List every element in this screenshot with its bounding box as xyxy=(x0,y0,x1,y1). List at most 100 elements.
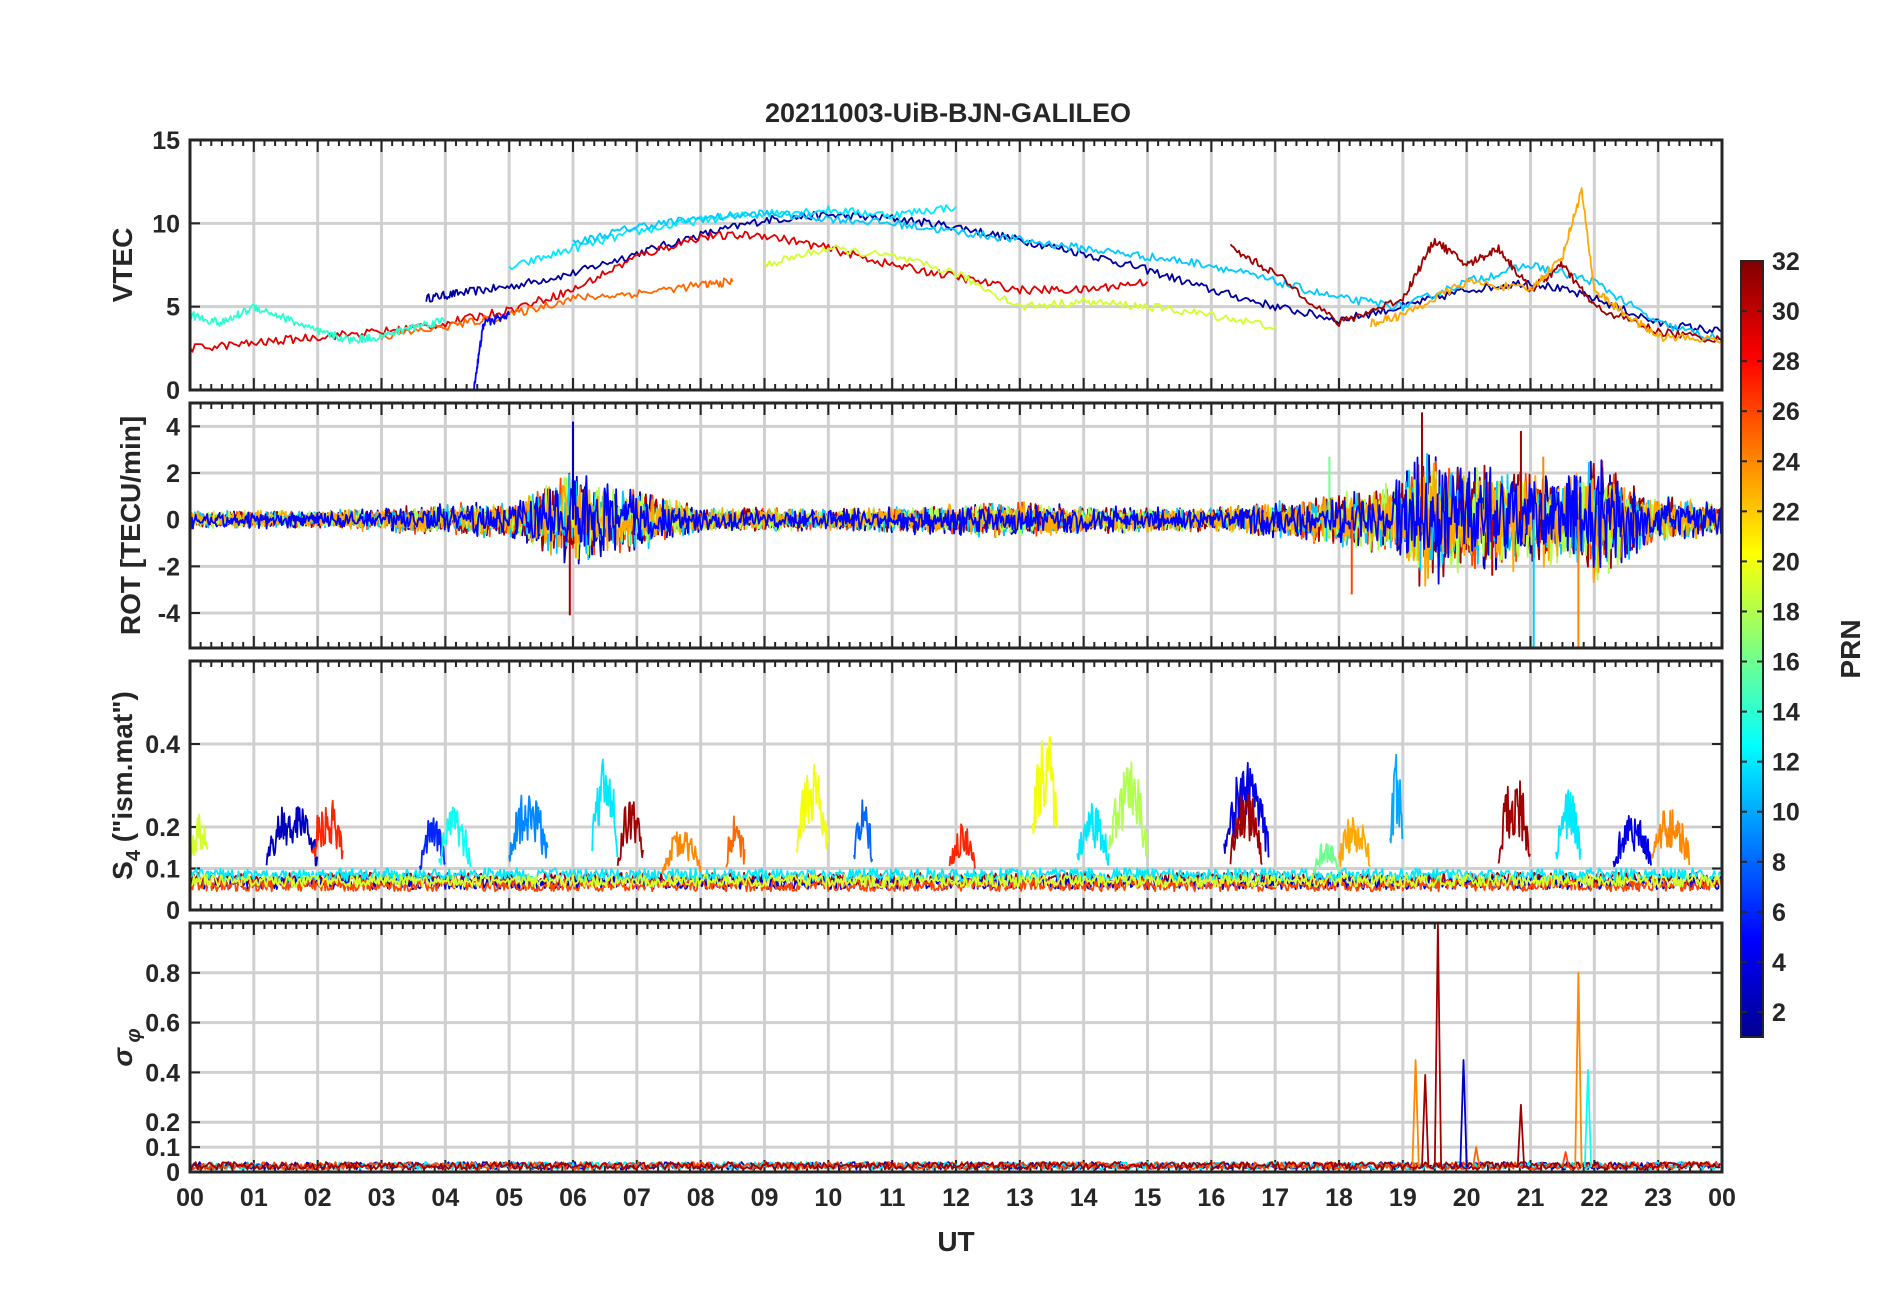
y-axis-label: VTEC xyxy=(107,228,138,303)
x-tick-label: 00 xyxy=(176,1184,204,1212)
sigma-spike-1 xyxy=(1411,1059,1420,1168)
sigma-spike-2 xyxy=(1421,1074,1430,1168)
s4-burst-25 xyxy=(1650,809,1691,866)
x-axis-label: UT xyxy=(937,1226,974,1257)
x-tick-label: 17 xyxy=(1261,1184,1289,1212)
x-tick-label: 20 xyxy=(1453,1184,1481,1212)
plot-area xyxy=(190,736,1722,893)
s4-burst-13 xyxy=(948,823,976,869)
x-tick-label: 10 xyxy=(814,1184,842,1212)
x-tick-label: 06 xyxy=(559,1184,587,1212)
s4-burst-5 xyxy=(438,806,472,868)
colorbar-tick-label: 6 xyxy=(1772,899,1786,927)
x-tick-label: 03 xyxy=(368,1184,396,1212)
panel-frame xyxy=(188,659,1724,912)
plot-area xyxy=(190,923,1721,1171)
y-tick-label: 0.1 xyxy=(145,1134,180,1162)
s4-burst-8 xyxy=(616,801,644,866)
y-tick-label: 10 xyxy=(152,210,180,238)
y-tick-label: 0.4 xyxy=(145,1059,180,1087)
colorbar-tick-label: 10 xyxy=(1772,799,1800,827)
s4-burst-12 xyxy=(853,799,874,863)
s4-burst-22 xyxy=(1497,780,1531,864)
y-tick-label: 0.4 xyxy=(145,731,180,759)
colorbar-tick-label: 2 xyxy=(1772,999,1786,1027)
s4-burst-23 xyxy=(1555,789,1582,860)
colorbar-tick-label: 22 xyxy=(1772,498,1800,526)
s4-burst-3 xyxy=(310,799,344,860)
panel-frame xyxy=(188,921,1724,1174)
y-tick-label: -4 xyxy=(158,600,180,628)
s4-burst-2 xyxy=(265,806,319,867)
s4-burst-16 xyxy=(1108,761,1148,857)
x-tick-label: 13 xyxy=(1006,1184,1034,1212)
colorbar-tick-label: 12 xyxy=(1772,749,1800,777)
s4-burst-7 xyxy=(591,758,619,858)
s4-burst-14 xyxy=(1031,736,1059,834)
x-tick-label: 11 xyxy=(879,1184,906,1212)
vtec-series-10 xyxy=(473,310,511,389)
panel-1: 0 5 10 15 VTEC xyxy=(107,127,1724,405)
s4-baseline-4 xyxy=(190,878,1722,893)
panel-4: 00.10.2 0.4 0.6 0.8 00 01 02 03 04 05 06 07 08 09 10 11… xyxy=(107,921,1736,1212)
x-tick-label: 12 xyxy=(942,1184,970,1212)
s4-burst-10 xyxy=(725,815,746,868)
x-tick-label: 05 xyxy=(495,1184,523,1212)
s4-burst-20 xyxy=(1338,817,1371,867)
sigma-spike-8 xyxy=(1583,1069,1592,1168)
colorbar-tick-label: 20 xyxy=(1772,548,1800,576)
sigma-baseline-4 xyxy=(190,1161,1721,1171)
x-tick-label: 02 xyxy=(304,1184,332,1212)
x-tick-label: 16 xyxy=(1197,1184,1225,1212)
sigma-spike-6 xyxy=(1516,1103,1525,1168)
y-axis-label: S4 ("ism.mat") xyxy=(107,691,145,880)
y-label-rest: ("ism.mat") xyxy=(107,691,138,850)
y-label-subscript: φ xyxy=(123,1028,145,1048)
s4-burst-24 xyxy=(1612,815,1652,868)
colorbar-tick-label: 24 xyxy=(1772,448,1800,476)
plot-area xyxy=(190,187,1722,389)
x-tick-label: 07 xyxy=(623,1184,651,1212)
y-tick-label: 5 xyxy=(166,294,180,322)
rot-series-7 xyxy=(190,456,1722,585)
colorbar-tick-label: 16 xyxy=(1772,649,1800,677)
colorbar-tick-label: 4 xyxy=(1772,949,1786,977)
y-tick-label: -2 xyxy=(158,553,180,581)
sigma-spike-9 xyxy=(1561,1151,1570,1168)
colorbar-tick-label: 28 xyxy=(1772,348,1800,376)
colorbar-gradient xyxy=(1740,260,1764,1038)
chart-title: 20211003-UiB-BJN-GALILEO xyxy=(765,98,1131,128)
colorbar-label: PRN xyxy=(1835,619,1866,678)
x-tick-label: 18 xyxy=(1325,1184,1353,1212)
colorbar-tick-label: 18 xyxy=(1772,598,1800,626)
s4-burst-19 xyxy=(1312,842,1340,874)
vtec-series-3 xyxy=(572,209,1722,341)
vtec-series-8 xyxy=(1370,187,1722,344)
sigma-spike-4 xyxy=(1459,1059,1468,1168)
s4-burst-21 xyxy=(1389,753,1404,844)
vtec-series-5 xyxy=(380,277,734,341)
y-tick-label: 0.6 xyxy=(145,1010,180,1038)
colorbar-tick-label: 8 xyxy=(1772,849,1786,877)
x-tick-label: 01 xyxy=(240,1184,268,1212)
colorbar-tick-label: 32 xyxy=(1772,248,1800,276)
vtec-series-9 xyxy=(190,303,446,345)
s4-burst-1 xyxy=(190,813,209,866)
x-tick-label: 04 xyxy=(431,1184,459,1212)
s4-burst-11 xyxy=(795,763,829,853)
y-tick-label: 0 xyxy=(166,897,180,925)
y-tick-label: 0 xyxy=(166,1159,180,1187)
colorbar-tick-label: 14 xyxy=(1772,699,1800,727)
x-tick-label: 09 xyxy=(751,1184,779,1212)
s4-burst-9 xyxy=(661,831,702,875)
y-tick-label: 0 xyxy=(166,377,180,405)
panel-3: 0 0.1 0.2 0.4S4 ("ism.mat") xyxy=(107,659,1724,925)
panel-frame xyxy=(188,138,1724,392)
vtec-series-4 xyxy=(190,230,1149,353)
sigma-spike-5 xyxy=(1472,1146,1481,1168)
x-tick-label: 23 xyxy=(1644,1184,1672,1212)
